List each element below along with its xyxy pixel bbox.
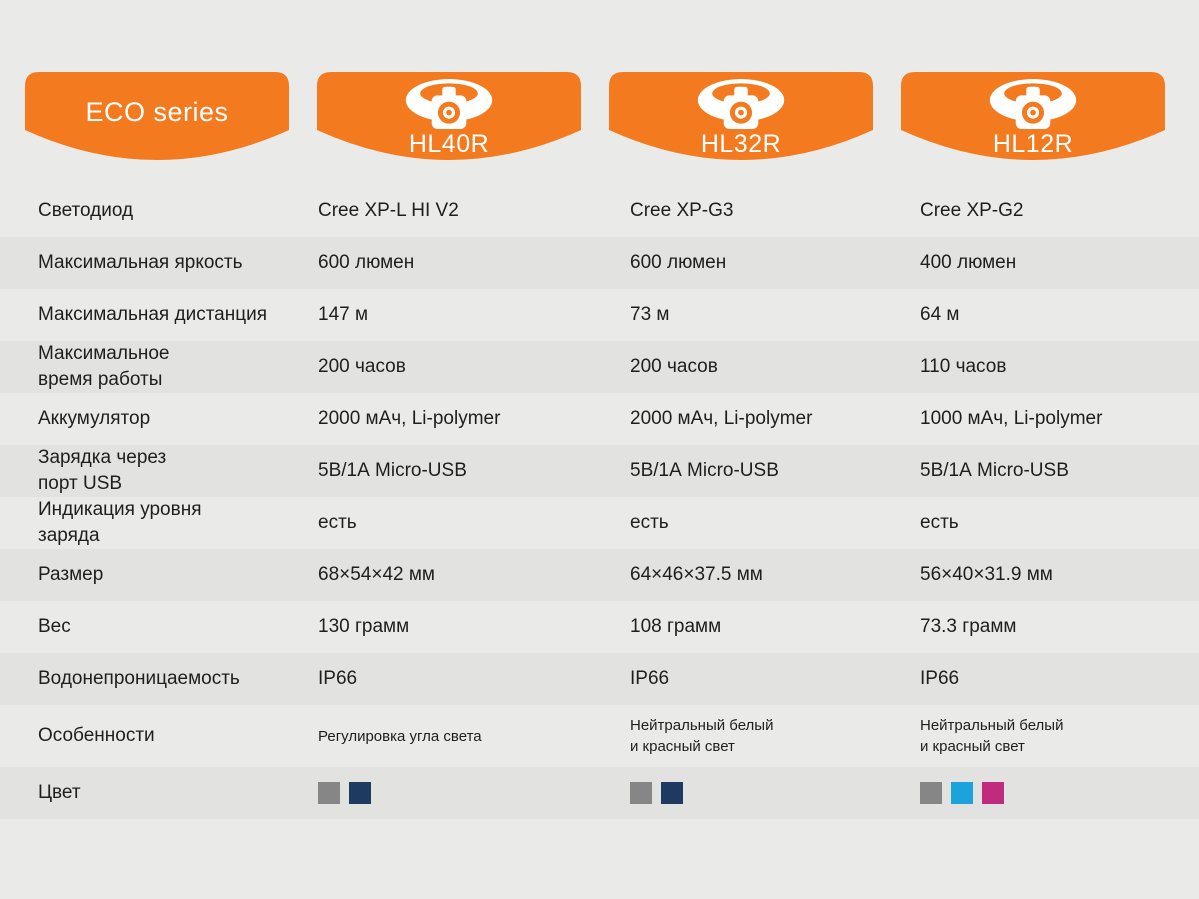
spec-label: Вес [38, 616, 71, 638]
spec-value: 73.3 грамм [920, 616, 1017, 638]
spec-row: Зарядка через порт USB 5В/1А Micro-USB 5В/… [0, 445, 1199, 497]
spec-row: Цвет [0, 767, 1199, 819]
spec-table: Светодиод Cree XP-L HI V2 Cree XP-G3 Cree X… [0, 185, 1199, 819]
spec-value: 147 м [318, 304, 369, 326]
spec-label: Водонепроницаемость [38, 668, 240, 690]
color-swatch [951, 782, 973, 805]
spec-value: 5В/1А Micro-USB [630, 460, 779, 482]
spec-value: есть [630, 512, 669, 534]
banner-ribbon-shape [25, 72, 289, 160]
spec-value: 600 люмен [318, 252, 415, 274]
spec-row: Максимальная яркость 600 люмен 600 люмен 40… [0, 237, 1199, 289]
spec-row: Максимальное время работы 200 часов 200 ча… [0, 341, 1199, 393]
color-swatch [630, 782, 652, 805]
spec-value: 2000 мАч, Li-polymer [318, 408, 501, 430]
color-swatch [318, 782, 340, 805]
spec-value: 130 грамм [318, 616, 410, 638]
spec-value: 64 м [920, 304, 960, 326]
banner-row: ECO series HL40R [25, 72, 1165, 166]
spec-label: Аккумулятор [38, 408, 151, 430]
headlamp-icon [697, 79, 785, 129]
spec-value: Cree XP-L HI V2 [318, 200, 459, 222]
spec-value: IP66 [630, 668, 670, 690]
headlamp-icon [405, 79, 493, 129]
banner-hl32r: HL32R [609, 72, 873, 166]
spec-value: Регулировка угла света [318, 727, 482, 745]
color-swatches [920, 780, 1199, 806]
spec-value: 600 люмен [630, 252, 727, 274]
spec-label: Цвет [38, 782, 81, 804]
spec-label: Особенности [38, 725, 155, 747]
eco-series-label: ECO series [85, 97, 229, 127]
spec-value: 64×46×37.5 мм [630, 564, 763, 586]
banner-eco-series: ECO series [25, 72, 289, 166]
spec-value: 68×54×42 мм [318, 564, 435, 586]
spec-value: Cree XP-G2 [920, 200, 1024, 222]
model-label-hl32r: HL32R [700, 130, 782, 158]
color-swatches [318, 780, 630, 806]
spec-row: Вес 130 грамм 108 грамм 73.3 грамм [0, 601, 1199, 653]
model-label-hl12r: HL12R [992, 130, 1074, 158]
spec-value: IP66 [318, 668, 358, 690]
color-swatch [982, 782, 1004, 805]
spec-row: Аккумулятор 2000 мАч, Li-polymer 2000 мАч,… [0, 393, 1199, 445]
spec-label: Индикация уровня заряда [38, 499, 202, 546]
banner-hl40r: HL40R [317, 72, 581, 166]
color-swatch [349, 782, 371, 805]
spec-value: 1000 мАч, Li-polymer [920, 408, 1103, 430]
spec-value: есть [318, 512, 357, 534]
banner-hl12r: HL12R [901, 72, 1165, 166]
spec-label: Зарядка через порт USB [38, 447, 167, 494]
spec-value: 73 м [630, 304, 670, 326]
spec-label: Максимальная яркость [38, 252, 243, 274]
spec-value: 5В/1А Micro-USB [920, 460, 1069, 482]
spec-row: Особенности Регулировка угла света Нейтрал… [0, 705, 1199, 767]
spec-row: Максимальная дистанция 147 м 73 м 64 м [0, 289, 1199, 341]
color-swatch [661, 782, 683, 805]
spec-value: 108 грамм [630, 616, 722, 638]
headlamp-icon [989, 79, 1077, 129]
spec-value: 56×40×31.9 мм [920, 564, 1053, 586]
spec-value: Cree XP-G3 [630, 200, 734, 222]
spec-value: 400 люмен [920, 252, 1017, 274]
spec-value: есть [920, 512, 959, 534]
spec-label: Максимальная дистанция [38, 304, 268, 326]
spec-value: 200 часов [318, 356, 406, 378]
spec-label: Размер [38, 564, 104, 586]
spec-value: 2000 мАч, Li-polymer [630, 408, 813, 430]
spec-label: Максимальное время работы [38, 343, 170, 390]
spec-value: Нейтральный белый и красный свет [630, 717, 774, 755]
model-label-hl40r: HL40R [408, 130, 490, 158]
color-swatch [920, 782, 942, 805]
spec-row: Индикация уровня заряда есть есть есть [0, 497, 1199, 549]
spec-label: Светодиод [38, 200, 134, 222]
spec-value: 200 часов [630, 356, 718, 378]
spec-value: 110 часов [920, 356, 1007, 378]
spec-value: IP66 [920, 668, 960, 690]
spec-value: 5В/1А Micro-USB [318, 460, 467, 482]
spec-row: Светодиод Cree XP-L HI V2 Cree XP-G3 Cree X… [0, 185, 1199, 237]
spec-row: Водонепроницаемость IP66 IP66 IP66 [0, 653, 1199, 705]
spec-value: Нейтральный белый и красный свет [920, 717, 1064, 755]
color-swatches [630, 780, 920, 806]
spec-row: Размер 68×54×42 мм 64×46×37.5 мм 56×40×31.9… [0, 549, 1199, 601]
